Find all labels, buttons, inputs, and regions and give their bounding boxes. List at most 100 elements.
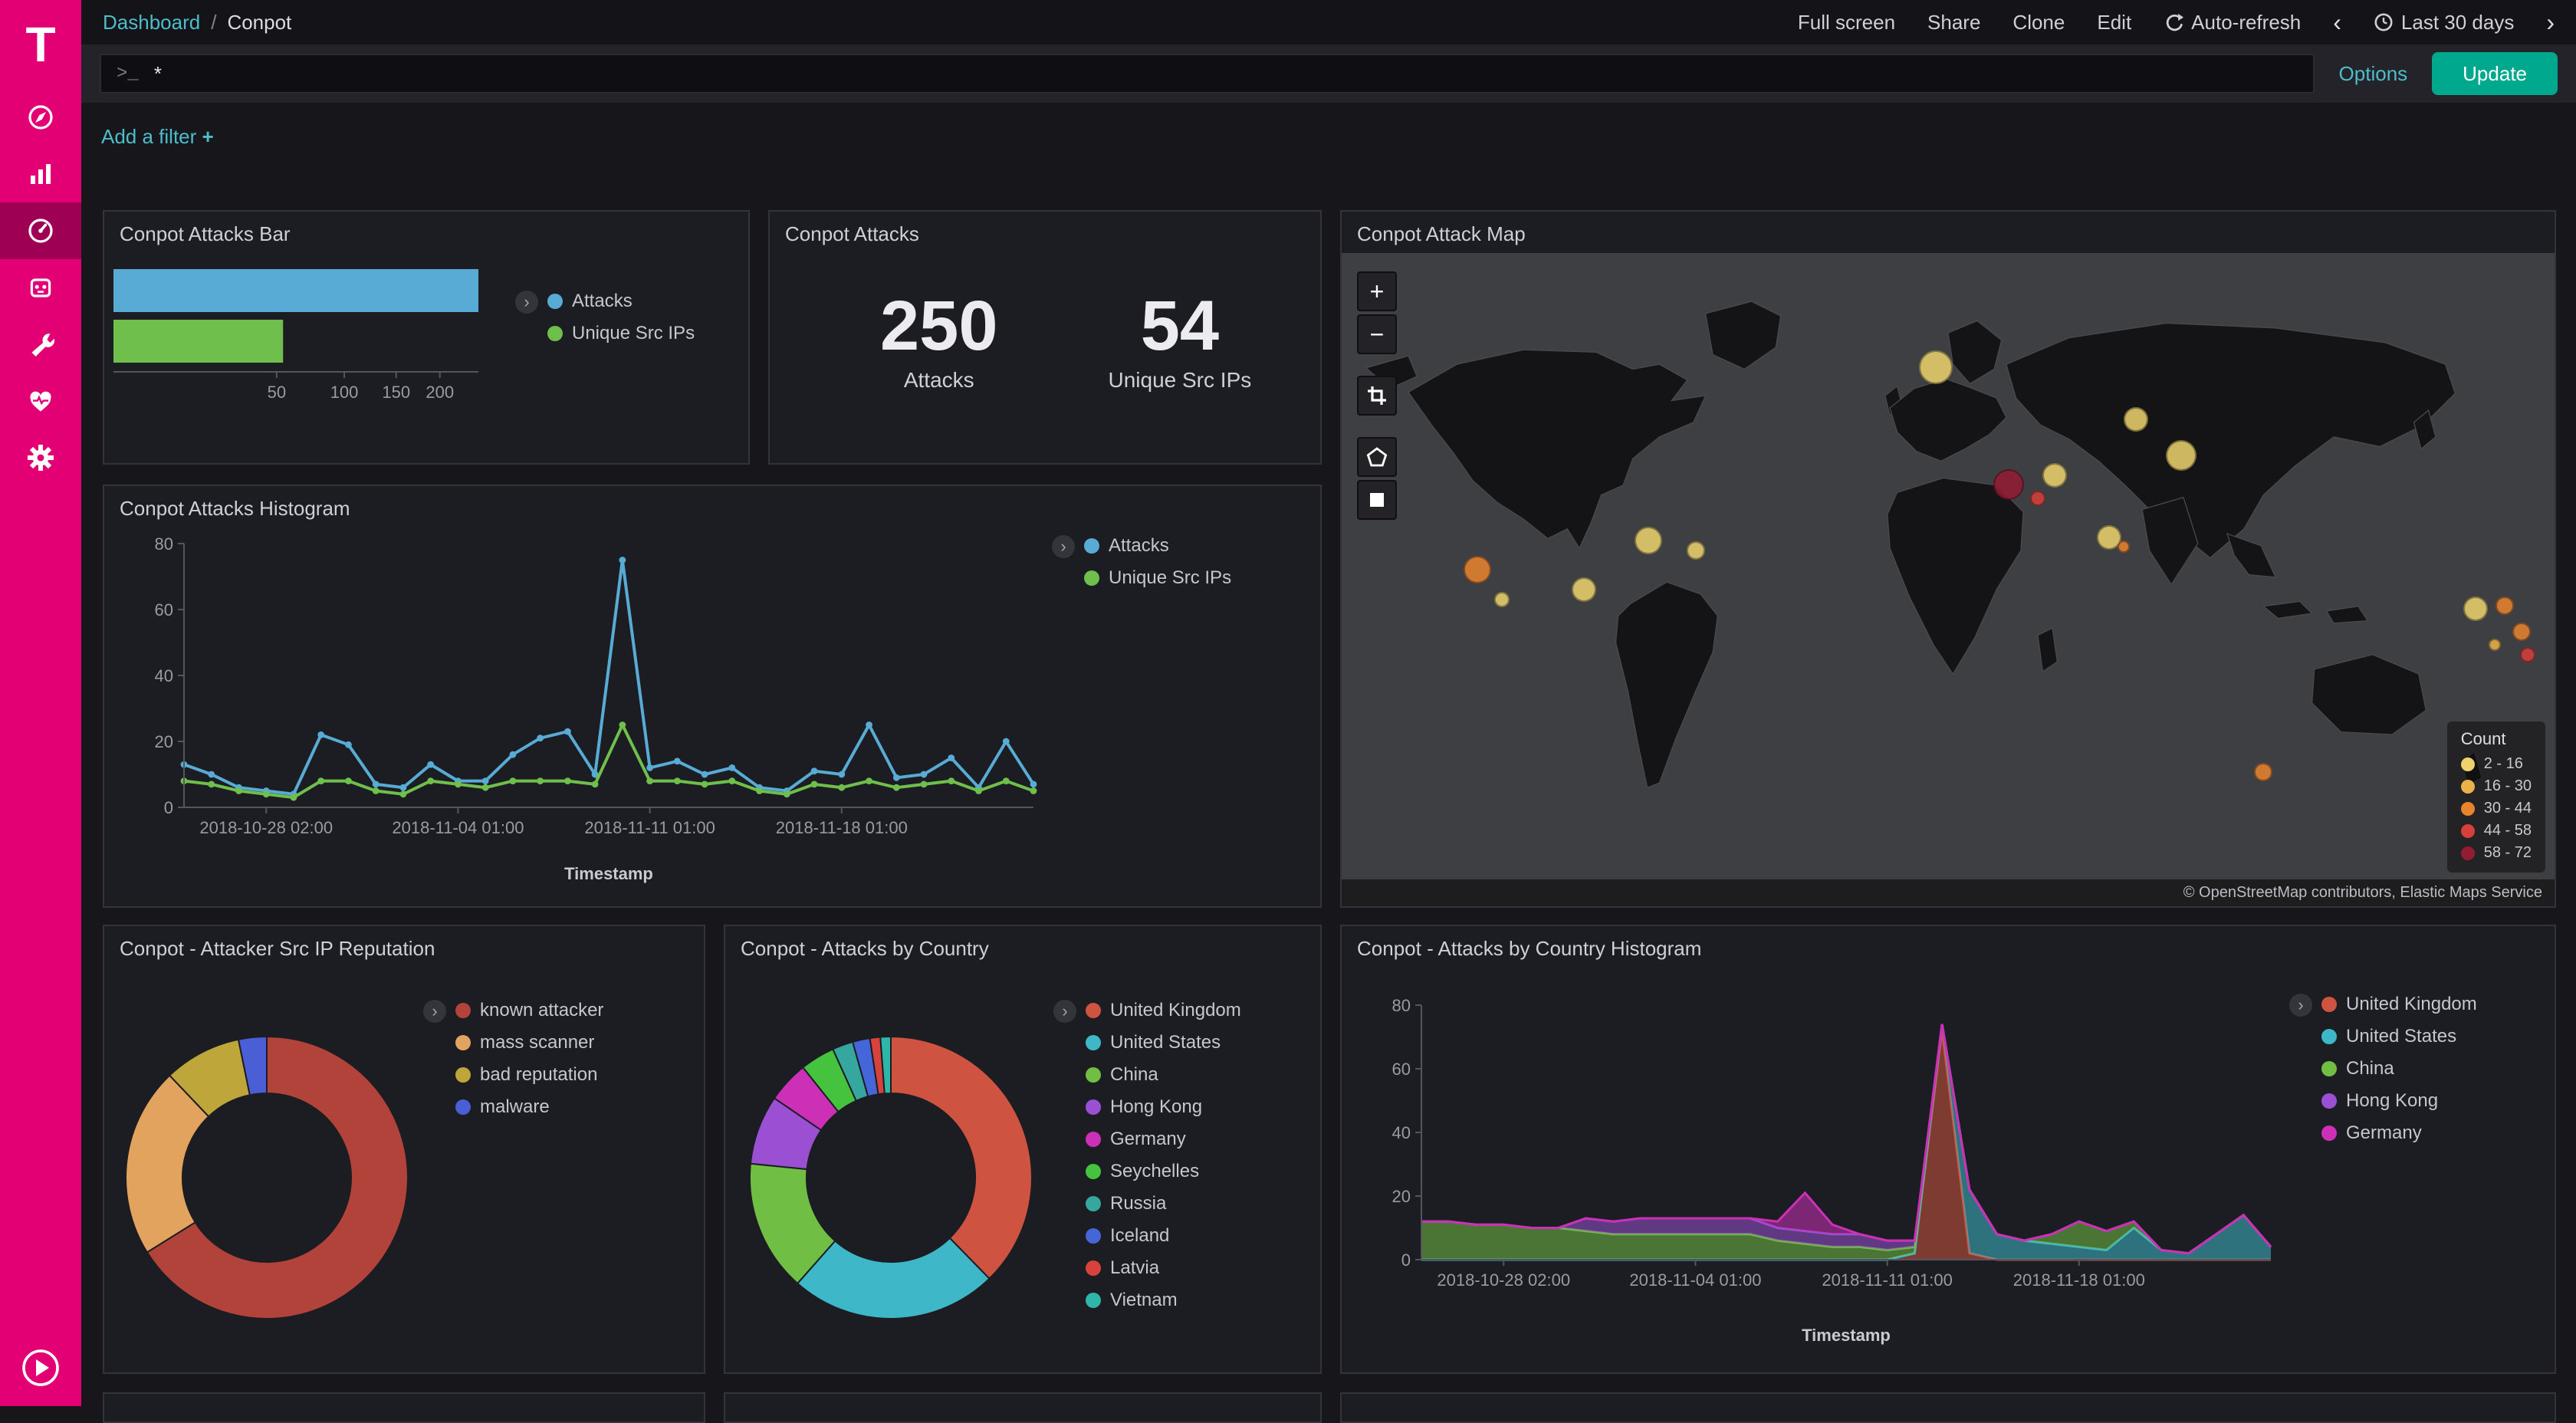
attack-location-bubble[interactable]	[2520, 646, 2536, 662]
legend-item[interactable]: Hong Kong	[1086, 1096, 1241, 1118]
legend-item[interactable]: Attacks	[547, 291, 695, 312]
attack-location-bubble[interactable]	[2254, 763, 2273, 782]
legend-item[interactable]: China	[2321, 1058, 2477, 1080]
legend-item[interactable]: Seychelles	[1086, 1161, 1241, 1182]
legend-item[interactable]: Unique Src IPs	[1084, 567, 1231, 589]
sidebar-item-visualize[interactable]	[0, 146, 81, 202]
legend-item[interactable]: Germany	[1086, 1129, 1241, 1150]
legend-item[interactable]: China	[1086, 1064, 1241, 1086]
map-legend-item[interactable]: 30 - 44	[2460, 800, 2532, 817]
map-legend-label: 58 - 72	[2483, 844, 2532, 861]
zoom-out-button[interactable]: −	[1357, 314, 1397, 354]
legend-toggle-icon[interactable]: ›	[515, 291, 538, 314]
map-legend-item[interactable]: 44 - 58	[2460, 822, 2532, 840]
legend-item[interactable]: mass scanner	[455, 1032, 603, 1053]
attacks-histogram-chart[interactable]: 0 20 40 60 80 2018-10-28 02:00 2018-11-04 01:0…	[113, 525, 1058, 887]
legend-label: Germany	[2346, 1122, 2422, 1143]
sidebar-item-discover[interactable]	[0, 89, 81, 146]
legend-item[interactable]: United States	[2321, 1026, 2477, 1047]
legend-item[interactable]: Attacks	[1084, 535, 1231, 557]
attacks-bar-chart[interactable]: 50 100 150 200	[110, 257, 506, 416]
chart-legend: › United Kingdom United States China Hong Ko…	[1053, 1000, 1241, 1311]
sidebar-item-devtools[interactable]	[0, 316, 81, 373]
map-legend-item[interactable]: 16 - 30	[2460, 777, 2532, 795]
legend-toggle-icon[interactable]: ›	[423, 1000, 446, 1023]
legend-item[interactable]: Vietnam	[1086, 1290, 1241, 1311]
panel-country-histogram: Conpot - Attacks by Country Histogram 0 2…	[1340, 925, 2556, 1374]
legend-item[interactable]: Unique Src IPs	[547, 323, 695, 344]
auto-refresh-button[interactable]: Auto-refresh	[2164, 11, 2301, 35]
legend-item[interactable]: United Kingdom	[2321, 994, 2477, 1015]
attack-location-bubble[interactable]	[2165, 440, 2196, 472]
attack-location-bubble[interactable]	[1686, 541, 1705, 560]
attack-location-bubble[interactable]	[1919, 350, 1953, 385]
country-histogram-chart[interactable]: 0 20 40 60 80 2018-10-28 02:00 2018-11-04 01:0…	[1351, 965, 2295, 1349]
draw-polygon-button[interactable]	[1357, 437, 1397, 477]
time-back-arrow[interactable]: ‹	[2333, 8, 2341, 36]
map-legend-item[interactable]: 58 - 72	[2460, 844, 2532, 862]
clone-button[interactable]: Clone	[2013, 10, 2065, 34]
attack-location-bubble[interactable]	[2030, 490, 2046, 506]
legend-item[interactable]: Hong Kong	[2321, 1090, 2477, 1112]
full-screen-button[interactable]: Full screen	[1797, 10, 1896, 34]
share-button[interactable]: Share	[1927, 10, 1981, 34]
world-map[interactable]: + − Count 2 - 16 16 - 30 30 -	[1342, 253, 2555, 906]
fit-data-bounds-button[interactable]	[1357, 376, 1397, 416]
attack-location-bubble[interactable]	[2097, 524, 2122, 550]
map-legend-item[interactable]: 2 - 16	[2460, 755, 2532, 773]
attack-location-bubble[interactable]	[1572, 577, 1597, 602]
draw-bounds-button[interactable]	[1357, 480, 1397, 520]
legend-item[interactable]: United States	[1086, 1032, 1241, 1053]
attack-location-bubble[interactable]	[1635, 526, 1663, 554]
legend-toggle-icon[interactable]: ›	[2289, 994, 2312, 1017]
edit-button[interactable]: Edit	[2097, 10, 2132, 34]
query-options-link[interactable]: Options	[2338, 61, 2408, 85]
chart-legend: › known attacker mass scanner bad reputatio…	[423, 1000, 603, 1118]
breadcrumb-dashboard-link[interactable]: Dashboard	[103, 10, 201, 34]
legend-label: United States	[1110, 1032, 1221, 1053]
sidebar-collapse-button[interactable]	[0, 1348, 81, 1388]
attack-location-bubble[interactable]	[2124, 407, 2149, 432]
legend-item[interactable]: Germany	[2321, 1122, 2477, 1144]
attack-location-bubble[interactable]	[2118, 541, 2131, 554]
app-sidebar: T	[0, 0, 81, 1406]
legend-item[interactable]: malware	[455, 1096, 603, 1118]
legend-item[interactable]: Iceland	[1086, 1225, 1241, 1247]
attack-location-bubble[interactable]	[1493, 591, 1510, 607]
legend-swatch	[2321, 1061, 2337, 1076]
legend-toggle-icon[interactable]: ›	[1052, 535, 1075, 558]
sidebar-item-management[interactable]	[0, 429, 81, 486]
legend-label: Hong Kong	[1110, 1096, 1203, 1117]
search-input[interactable]: >_ *	[100, 54, 2315, 94]
legend-item[interactable]: United Kingdom	[1086, 1000, 1241, 1021]
attack-location-bubble[interactable]	[2496, 596, 2515, 616]
legend-swatch	[547, 326, 563, 341]
country-donut-chart[interactable]	[738, 1024, 1044, 1331]
legend-label: mass scanner	[480, 1032, 595, 1053]
zoom-in-button[interactable]: +	[1357, 271, 1397, 311]
legend-swatch	[2321, 1029, 2337, 1044]
legend-swatch	[1086, 1293, 1101, 1308]
reputation-donut-chart[interactable]	[113, 1024, 420, 1331]
legend-item[interactable]: bad reputation	[455, 1064, 603, 1086]
svg-text:Timestamp: Timestamp	[1802, 1326, 1891, 1345]
add-filter-link[interactable]: Add a filter +	[101, 124, 214, 148]
sidebar-item-apm[interactable]	[0, 259, 81, 316]
attack-location-bubble[interactable]	[1464, 556, 1492, 584]
update-button[interactable]: Update	[2432, 52, 2558, 95]
telekom-logo[interactable]: T	[25, 17, 56, 72]
attack-location-bubble[interactable]	[2512, 623, 2532, 642]
attack-location-bubble[interactable]	[2463, 596, 2489, 622]
legend-item[interactable]: Latvia	[1086, 1257, 1241, 1279]
sidebar-item-dashboard[interactable]	[0, 202, 81, 259]
time-range-picker[interactable]: Last 30 days	[2374, 11, 2514, 35]
attack-location-bubble[interactable]	[2042, 462, 2068, 488]
attack-location-bubble[interactable]	[1993, 469, 2025, 501]
legend-item[interactable]: known attacker	[455, 1000, 603, 1021]
time-forward-arrow[interactable]: ›	[2546, 8, 2555, 36]
legend-toggle-icon[interactable]: ›	[1053, 1000, 1076, 1023]
sidebar-item-monitoring[interactable]	[0, 373, 81, 429]
legend-item[interactable]: Russia	[1086, 1193, 1241, 1214]
metric-label: Unique Src IPs	[1108, 368, 1252, 393]
attack-location-bubble[interactable]	[2489, 639, 2502, 652]
